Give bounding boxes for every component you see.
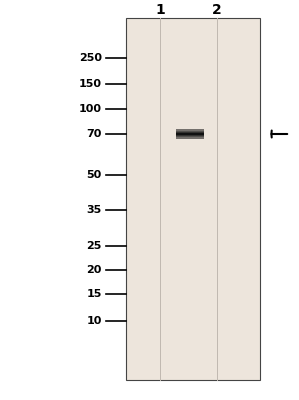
Text: 1: 1 (155, 3, 165, 17)
Text: 250: 250 (79, 53, 102, 63)
Bar (176, 132, 204, 133)
Bar (176, 136, 204, 138)
Text: 70: 70 (86, 129, 102, 139)
Text: 10: 10 (86, 316, 102, 326)
Text: 150: 150 (79, 79, 102, 89)
Bar (176, 130, 204, 132)
Text: 2: 2 (212, 3, 222, 17)
Text: 100: 100 (79, 104, 102, 114)
Text: 50: 50 (86, 170, 102, 180)
Text: 35: 35 (86, 205, 102, 214)
Text: 15: 15 (86, 289, 102, 299)
Text: 25: 25 (86, 241, 102, 251)
Bar (176, 133, 204, 135)
Bar (176, 129, 204, 130)
Text: 20: 20 (86, 265, 102, 275)
Bar (176, 138, 204, 139)
Bar (126, 18, 260, 380)
Bar (176, 135, 204, 136)
